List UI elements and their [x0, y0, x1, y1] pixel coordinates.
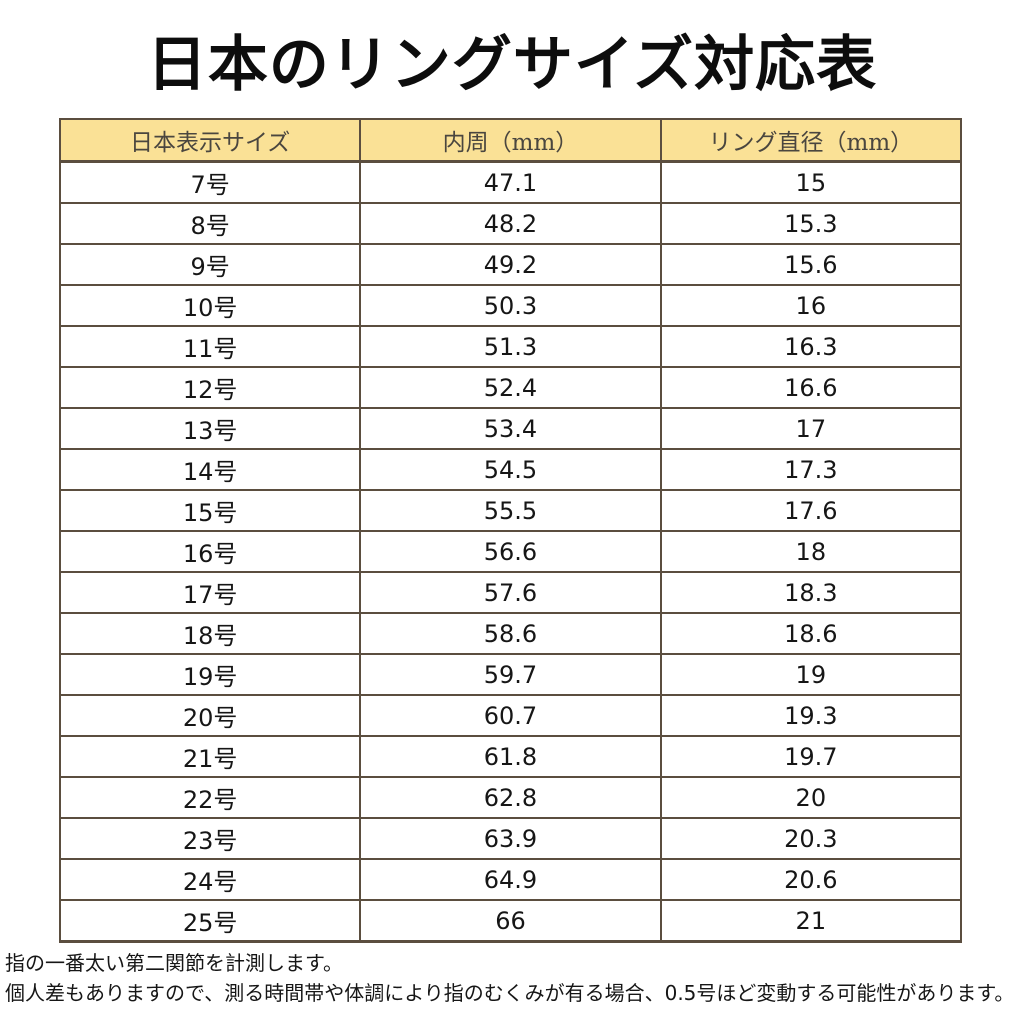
circumference-cell: 54.5 — [359, 448, 662, 491]
size-cell: 16号 — [58, 530, 362, 573]
size-cell: 19号 — [58, 653, 362, 696]
circumference-cell: 59.7 — [359, 653, 662, 696]
size-cell: 17号 — [58, 571, 362, 614]
table-row: 16号 56.6 18 — [58, 530, 963, 573]
diameter-cell: 16.6 — [659, 366, 963, 409]
circumference-cell: 52.4 — [359, 366, 662, 409]
size-cell: 21号 — [58, 735, 362, 778]
table-row: 15号 55.5 17.6 — [58, 489, 963, 532]
circumference-cell: 48.2 — [359, 202, 662, 245]
table-row: 25号 66 21 — [58, 899, 963, 943]
diameter-cell: 15.6 — [659, 243, 963, 286]
page-title: 日本のリングサイズ対応表 — [146, 30, 878, 100]
size-cell: 18号 — [58, 612, 362, 655]
diameter-cell: 17.6 — [659, 489, 963, 532]
header-row: 日本表示サイズ 内周（mm） リング直径（mm） — [58, 118, 963, 163]
table-row: 22号 62.8 20 — [58, 776, 963, 819]
circumference-cell: 58.6 — [359, 612, 662, 655]
size-cell: 9号 — [58, 243, 362, 286]
size-cell: 24号 — [58, 858, 362, 901]
notes: 指の一番太い第二関節を計測します。 個人差もありますので、測る時間帯や体調により… — [5, 948, 1019, 1008]
diameter-cell: 19.3 — [659, 694, 963, 737]
size-cell: 8号 — [58, 202, 362, 245]
size-cell: 20号 — [58, 694, 362, 737]
circumference-cell: 57.6 — [359, 571, 662, 614]
table-head: 日本表示サイズ 内周（mm） リング直径（mm） — [58, 118, 963, 163]
size-cell: 22号 — [58, 776, 362, 819]
size-cell: 7号 — [58, 160, 362, 204]
note-line-1: 指の一番太い第二関節を計測します。 — [5, 951, 343, 975]
size-cell: 12号 — [58, 366, 362, 409]
circumference-cell: 47.1 — [359, 160, 662, 204]
table-row: 19号 59.7 19 — [58, 653, 963, 696]
diameter-cell: 19.7 — [659, 735, 963, 778]
header-cell-circumference: 内周（mm） — [359, 118, 662, 163]
diameter-cell: 17 — [659, 407, 963, 450]
size-cell: 14号 — [58, 448, 362, 491]
diameter-cell: 19 — [659, 653, 963, 696]
diameter-cell: 16 — [659, 284, 963, 327]
circumference-cell: 66 — [359, 899, 662, 943]
header-cell-diameter: リング直径（mm） — [659, 118, 963, 163]
circumference-cell: 51.3 — [359, 325, 662, 368]
table-row: 20号 60.7 19.3 — [58, 694, 963, 737]
table-row: 23号 63.9 20.3 — [58, 817, 963, 860]
diameter-cell: 17.3 — [659, 448, 963, 491]
circumference-cell: 50.3 — [359, 284, 662, 327]
size-cell: 25号 — [58, 899, 362, 943]
table-row: 9号 49.2 15.6 — [58, 243, 963, 286]
size-cell: 10号 — [58, 284, 362, 327]
diameter-cell: 15.3 — [659, 202, 963, 245]
table-row: 14号 54.5 17.3 — [58, 448, 963, 491]
circumference-cell: 62.8 — [359, 776, 662, 819]
note-line-2: 個人差もありますので、測る時間帯や体調により指のむくみが有る場合、0.5号ほど変… — [5, 981, 1015, 1005]
table-row: 7号 47.1 15 — [58, 160, 963, 204]
size-cell: 15号 — [58, 489, 362, 532]
circumference-cell: 55.5 — [359, 489, 662, 532]
header-cell-size: 日本表示サイズ — [58, 118, 362, 163]
diameter-cell: 20.3 — [659, 817, 963, 860]
diameter-cell: 20 — [659, 776, 963, 819]
table-row: 24号 64.9 20.6 — [58, 858, 963, 901]
diameter-cell: 20.6 — [659, 858, 963, 901]
circumference-cell: 64.9 — [359, 858, 662, 901]
table-row: 11号 51.3 16.3 — [58, 325, 963, 368]
size-cell: 11号 — [58, 325, 362, 368]
circumference-cell: 61.8 — [359, 735, 662, 778]
circumference-cell: 49.2 — [359, 243, 662, 286]
diameter-cell: 18.6 — [659, 612, 963, 655]
table-row: 12号 52.4 16.6 — [58, 366, 963, 409]
size-cell: 23号 — [58, 817, 362, 860]
diameter-cell: 16.3 — [659, 325, 963, 368]
diameter-cell: 15 — [659, 160, 963, 204]
circumference-cell: 60.7 — [359, 694, 662, 737]
diameter-cell: 21 — [659, 899, 963, 943]
circumference-cell: 63.9 — [359, 817, 662, 860]
table-row: 13号 53.4 17 — [58, 407, 963, 450]
circumference-cell: 56.6 — [359, 530, 662, 573]
diameter-cell: 18 — [659, 530, 963, 573]
table-row: 21号 61.8 19.7 — [58, 735, 963, 778]
table-body: 7号 47.1 15 8号 48.2 15.3 9号 49.2 15.6 10号 50.3 16 11号… — [58, 160, 963, 943]
circumference-cell: 53.4 — [359, 407, 662, 450]
size-cell: 13号 — [58, 407, 362, 450]
table-row: 18号 58.6 18.6 — [58, 612, 963, 655]
table-row: 10号 50.3 16 — [58, 284, 963, 327]
ring-size-table: 日本表示サイズ 内周（mm） リング直径（mm） 7号 47.1 15 8号 48.2 15.… — [58, 118, 963, 943]
diameter-cell: 18.3 — [659, 571, 963, 614]
table-row: 17号 57.6 18.3 — [58, 571, 963, 614]
table-row: 8号 48.2 15.3 — [58, 202, 963, 245]
